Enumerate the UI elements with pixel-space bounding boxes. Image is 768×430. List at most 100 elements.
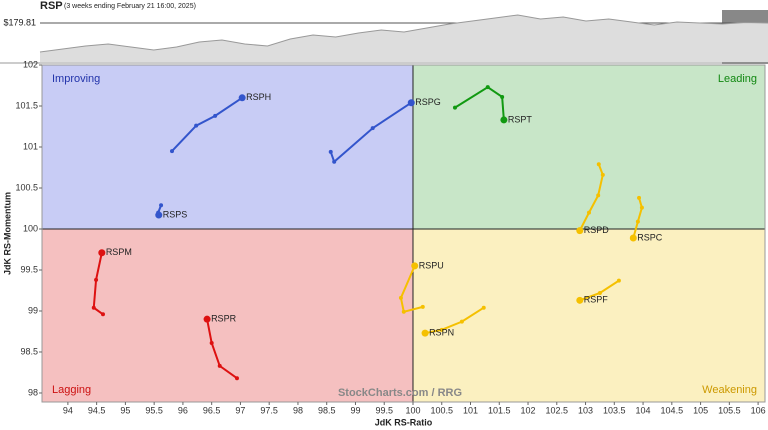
- trail: [329, 101, 412, 164]
- series-label: RSPT: [508, 114, 533, 124]
- head: [155, 211, 163, 219]
- trail-point: [637, 195, 642, 200]
- x-tick-label: 101.5: [488, 405, 511, 415]
- head: [500, 116, 508, 124]
- trail-point: [616, 278, 621, 283]
- series-label: RSPC: [637, 232, 663, 242]
- quadrant: [42, 65, 413, 229]
- x-tick-label: 105: [693, 405, 708, 415]
- trail: [92, 252, 104, 316]
- x-tick-label: 100.5: [430, 405, 453, 415]
- trail-point: [169, 149, 174, 154]
- trail: [206, 318, 238, 380]
- x-axis-label: JdK RS-Ratio: [375, 417, 433, 427]
- head: [203, 315, 211, 323]
- trail-point: [639, 205, 644, 210]
- trail-point: [452, 105, 457, 110]
- x-tick-label: 95: [120, 405, 130, 415]
- x-tick-label: 106: [751, 405, 766, 415]
- quadrant-label: Leading: [718, 73, 757, 85]
- plot-border: [41, 64, 766, 403]
- head: [407, 99, 415, 107]
- trail-point: [332, 159, 337, 164]
- series-label: RSPF: [584, 295, 609, 305]
- x-tick-label: 95.5: [145, 405, 163, 415]
- trail-point: [459, 319, 464, 324]
- trail-point: [596, 162, 601, 167]
- series-label: RSPR: [211, 314, 237, 324]
- trail-point: [100, 312, 105, 317]
- x-tick-label: 97: [235, 405, 245, 415]
- x-tick-label: 99: [350, 405, 360, 415]
- price-label: $179.81: [3, 17, 36, 27]
- trail-point: [94, 277, 99, 282]
- quadrant-label: Lagging: [52, 384, 91, 396]
- y-tick-label: 100: [23, 223, 38, 233]
- trail-point: [586, 210, 591, 215]
- series-label: RSPS: [163, 209, 188, 219]
- y-tick-label: 98.5: [20, 346, 38, 356]
- trail-point: [597, 290, 602, 295]
- trail-point: [217, 363, 222, 368]
- quadrant: [412, 228, 765, 402]
- x-tick-label: 98: [293, 405, 303, 415]
- head: [576, 296, 584, 304]
- x-tick-label: 103: [578, 405, 593, 415]
- quadrant-label: Weakening: [702, 384, 757, 396]
- head: [411, 262, 419, 270]
- y-tick-label: 101: [23, 141, 38, 151]
- y-axis-label: JdK RS-Momentum: [2, 192, 12, 275]
- price-area: [40, 15, 768, 62]
- watermark: StockCharts.com / RRG: [338, 387, 462, 399]
- head: [576, 227, 584, 235]
- head: [629, 234, 637, 242]
- head: [421, 329, 429, 337]
- trail-point: [328, 149, 333, 154]
- x-tick-label: 100: [405, 405, 420, 415]
- subtitle: (3 weeks ending February 21 16:00, 2025): [64, 3, 196, 10]
- trail-point: [420, 304, 425, 309]
- x-tick-label: 94.5: [88, 405, 106, 415]
- x-tick-label: 104.5: [661, 405, 684, 415]
- trail-point: [600, 172, 605, 177]
- trail-point: [213, 113, 218, 118]
- quadrant-label: Improving: [52, 73, 100, 85]
- trail-point: [635, 219, 640, 224]
- trail-point: [370, 126, 375, 131]
- series-label: RSPM: [106, 247, 132, 257]
- x-tick-label: 105.5: [718, 405, 741, 415]
- x-tick-label: 97.5: [260, 405, 278, 415]
- trail-point: [485, 85, 490, 90]
- x-tick-label: 102: [521, 405, 536, 415]
- series-label: RSPG: [415, 97, 441, 107]
- trail-point: [91, 305, 96, 310]
- trail-point: [209, 340, 214, 345]
- trail-point: [398, 295, 403, 300]
- trail: [454, 85, 505, 121]
- quadrant: [412, 65, 765, 229]
- trail-point: [481, 305, 486, 310]
- x-tick-label: 96: [178, 405, 188, 415]
- trail-point: [194, 123, 199, 128]
- trail-point: [596, 193, 601, 198]
- y-tick-label: 100.5: [15, 182, 38, 192]
- y-tick-label: 99.5: [20, 264, 38, 274]
- y-tick-label: 102: [23, 59, 38, 69]
- trail: [171, 96, 243, 152]
- x-tick-label: 103.5: [603, 405, 626, 415]
- trail: [424, 306, 485, 335]
- x-tick-label: 102.5: [546, 405, 569, 415]
- x-tick-label: 98.5: [318, 405, 336, 415]
- head: [238, 94, 246, 102]
- series-label: RSPD: [584, 225, 610, 235]
- x-tick-label: 101: [463, 405, 478, 415]
- x-tick-label: 104: [636, 405, 651, 415]
- series-label: RSPH: [246, 92, 271, 102]
- x-tick-label: 96.5: [203, 405, 221, 415]
- trail-point: [234, 376, 239, 381]
- head: [98, 249, 106, 257]
- series-label: RSPU: [419, 260, 444, 270]
- price-line: [39, 14, 768, 53]
- trail-point: [500, 94, 505, 99]
